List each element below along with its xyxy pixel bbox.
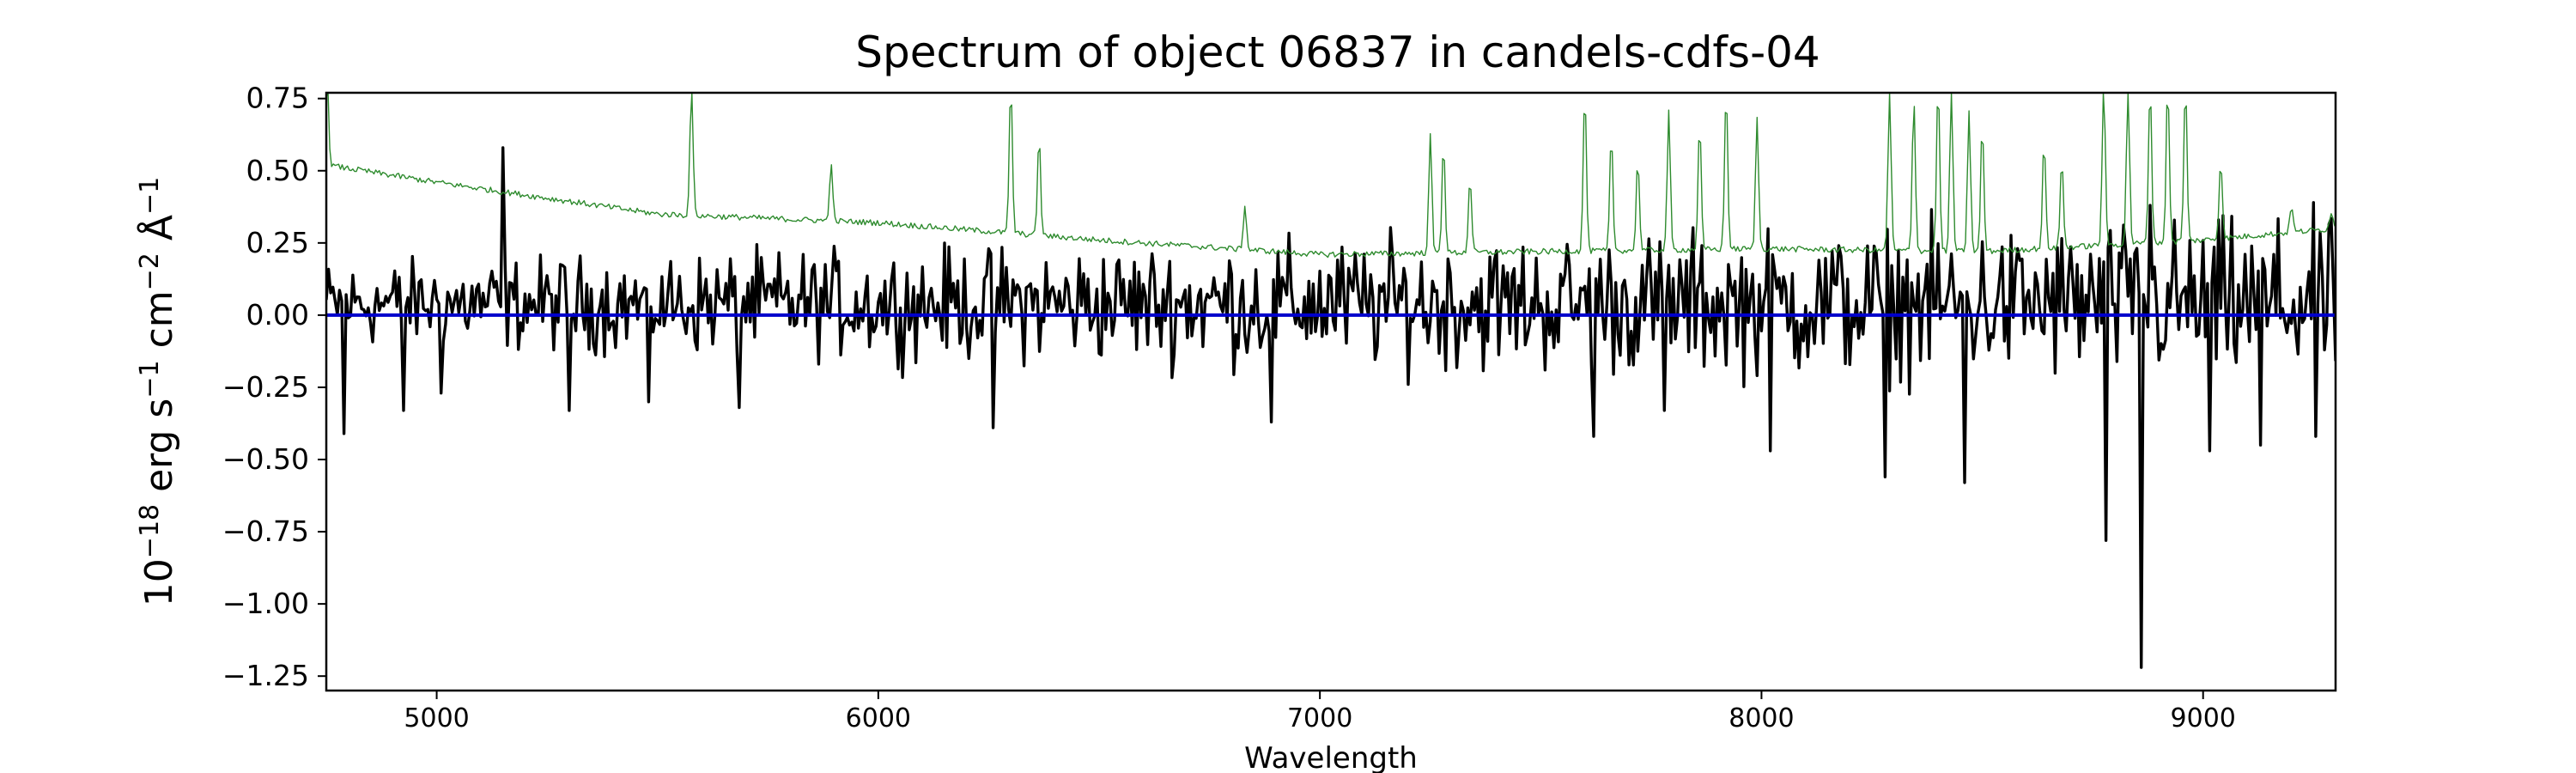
series-error-line	[326, 93, 2336, 259]
chart-title: Spectrum of object 06837 in candels-cdfs…	[855, 27, 1820, 77]
y-tick-label: −0.25	[222, 370, 309, 404]
y-axis: 0.75 0.50 0.25 0.00 −0.25 −0.50 −0.75 −1.00 −1.2…	[222, 82, 326, 692]
y-tick-label: 0.25	[246, 226, 309, 259]
y-tick-label: −0.50	[222, 442, 309, 476]
x-tick-label: 8000	[1728, 703, 1794, 733]
y-axis-label: 10−18 erg s−1 cm−2 Å−1	[135, 177, 181, 606]
y-tick-label: −0.75	[222, 514, 309, 548]
plot-lines	[326, 93, 2336, 669]
x-tick-label: 6000	[846, 703, 911, 733]
y-tick-label: 0.00	[246, 298, 309, 332]
x-tick-label: 5000	[404, 703, 469, 733]
x-tick-label: 7000	[1287, 703, 1352, 733]
x-axis: 5000 6000 7000 8000 9000	[404, 691, 2236, 733]
y-tick-label: −1.00	[222, 587, 309, 620]
y-tick-label: 0.50	[246, 154, 309, 187]
y-tick-label: 0.75	[246, 82, 309, 115]
x-axis-label: Wavelength	[1244, 741, 1418, 773]
plot-frame	[325, 91, 2337, 692]
y-tick-label: −1.25	[222, 659, 309, 692]
x-tick-label: 9000	[2171, 703, 2236, 733]
series-flux-line	[326, 146, 2336, 669]
